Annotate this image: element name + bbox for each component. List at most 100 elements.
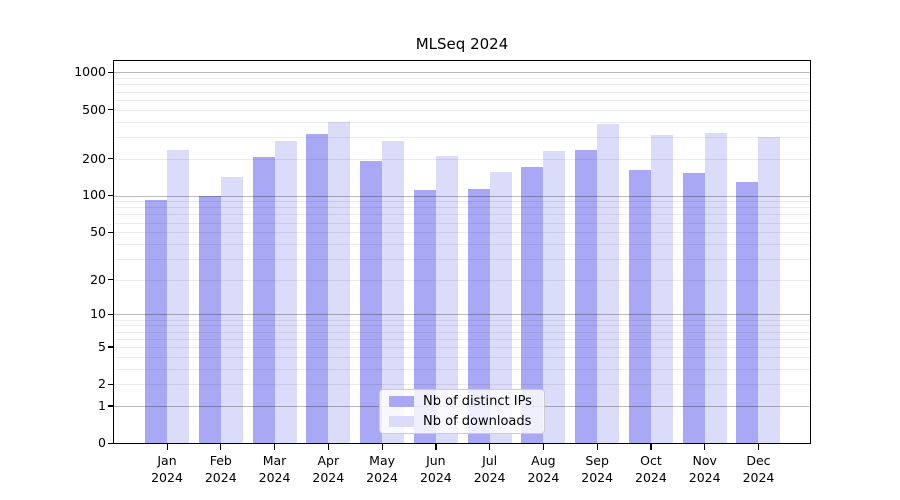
bar-distinct-ips-nov <box>682 173 705 443</box>
bar-distinct-ips-feb <box>198 195 221 443</box>
x-tick-month: May <box>369 453 395 468</box>
legend-label-distinct-ips: Nb of distinct IPs <box>423 394 532 409</box>
x-tick-year: 2024 <box>473 470 506 485</box>
x-tick-mark <box>757 444 760 450</box>
y-tick-label-20: 20 <box>90 271 106 287</box>
bar-downloads-dec <box>758 136 781 443</box>
x-tick-mark <box>489 444 491 450</box>
bar-distinct-ips-apr <box>306 134 329 443</box>
gridline-minor-9 <box>114 319 810 321</box>
y-tick-mark <box>108 194 113 197</box>
x-tick-mark <box>650 444 652 450</box>
bar-downloads-sep <box>597 124 620 443</box>
y-tick-mark <box>108 158 113 160</box>
bar-downloads-aug <box>543 150 566 443</box>
bar-distinct-ips-jul <box>467 189 490 443</box>
x-tick-month: Jan <box>157 453 177 468</box>
bar-distinct-ips-jan <box>145 199 167 443</box>
y-tick-mark <box>108 109 113 111</box>
gridline-minor-5 <box>114 346 810 348</box>
x-tick-label-jan: Jan 2024 <box>135 452 199 486</box>
y-tick-mark <box>108 313 113 316</box>
x-tick-year: 2024 <box>312 470 345 485</box>
gridline-minor-30 <box>114 258 810 260</box>
x-tick-label-dec: Dec 2024 <box>726 452 790 486</box>
x-tick-month: Aug <box>531 453 556 468</box>
x-tick-month: Jul <box>482 453 498 468</box>
y-tick-mark <box>108 231 113 233</box>
x-tick-month: Mar <box>262 453 287 468</box>
legend-swatch-distinct-ips <box>389 396 414 407</box>
y-tick-mark <box>108 383 113 385</box>
x-tick-mark <box>435 444 437 450</box>
x-tick-label-apr: Apr 2024 <box>296 452 360 486</box>
x-tick-month: Sep <box>585 453 609 468</box>
x-tick-month: Jun <box>426 453 446 468</box>
bar-downloads-nov <box>704 133 727 443</box>
gridline-minor-70 <box>114 214 810 216</box>
y-tick-mark <box>108 442 113 444</box>
gridline-minor-700 <box>114 91 810 93</box>
bar-downloads-oct <box>650 135 673 443</box>
legend-row-downloads: Nb of downloads <box>389 414 535 429</box>
bar-downloads-may <box>382 141 405 443</box>
x-tick-label-oct: Oct 2024 <box>619 452 683 486</box>
gridline-minor-40 <box>114 243 810 245</box>
plot-area <box>113 60 811 444</box>
gridline-minor-80 <box>114 207 810 209</box>
bar-distinct-ips-mar <box>252 157 275 443</box>
bar-downloads-mar <box>274 141 297 443</box>
bar-downloads-jul <box>489 171 512 443</box>
legend-swatch-downloads <box>389 416 414 427</box>
gridline-minor-3 <box>114 368 810 370</box>
gridline-minor-300 <box>114 136 810 138</box>
gridline-minor-60 <box>114 222 810 224</box>
x-tick-label-jul: Jul 2024 <box>458 452 522 486</box>
x-tick-mark <box>274 444 276 450</box>
x-tick-mark <box>704 444 706 450</box>
legend: Nb of distinct IPs Nb of downloads <box>379 389 545 434</box>
gridline-minor-90 <box>114 201 810 203</box>
y-tick-label-100: 100 <box>82 187 106 203</box>
x-tick-year: 2024 <box>151 470 183 485</box>
gridline-minor-200 <box>114 158 810 160</box>
gridline-major-1000 <box>114 72 810 74</box>
y-tick-label-1: 1 <box>98 397 106 413</box>
y-tick-label-1000: 1000 <box>74 64 106 80</box>
bar-downloads-jun <box>435 155 458 443</box>
x-tick-month: Nov <box>692 453 717 468</box>
x-tick-label-may: May 2024 <box>350 452 414 486</box>
x-tick-mark <box>166 444 168 450</box>
x-tick-year: 2024 <box>581 470 614 485</box>
bar-downloads-jan <box>167 150 189 443</box>
y-tick-label-5: 5 <box>98 338 106 354</box>
x-tick-mark <box>596 444 598 450</box>
gridline-minor-800 <box>114 84 810 86</box>
x-tick-label-nov: Nov 2024 <box>673 452 737 486</box>
y-tick-mark <box>108 71 113 74</box>
chart-title: MLSeq 2024 <box>415 35 509 53</box>
x-tick-month: Feb <box>209 453 232 468</box>
gridline-minor-2 <box>114 384 810 386</box>
gridline-minor-50 <box>114 232 810 234</box>
y-tick-mark <box>108 346 113 348</box>
gridline-minor-900 <box>114 78 810 80</box>
x-tick-label-mar: Mar 2024 <box>243 452 307 486</box>
x-tick-mark <box>381 444 383 450</box>
gridline-minor-7 <box>114 331 810 333</box>
gridline-major-10 <box>114 314 810 316</box>
x-tick-month: Apr <box>317 453 340 468</box>
x-tick-month: Oct <box>640 453 662 468</box>
x-tick-year: 2024 <box>419 470 452 485</box>
bar-distinct-ips-may <box>360 161 383 443</box>
gridline-minor-6 <box>114 338 810 340</box>
x-tick-year: 2024 <box>688 470 721 485</box>
x-tick-year: 2024 <box>366 470 398 485</box>
bar-downloads-feb <box>220 176 243 443</box>
x-tick-year: 2024 <box>742 470 775 485</box>
bar-distinct-ips-aug <box>521 167 544 443</box>
bar-downloads-apr <box>328 121 351 443</box>
y-tick-mark <box>108 279 113 281</box>
gridline-major-100 <box>114 195 810 197</box>
